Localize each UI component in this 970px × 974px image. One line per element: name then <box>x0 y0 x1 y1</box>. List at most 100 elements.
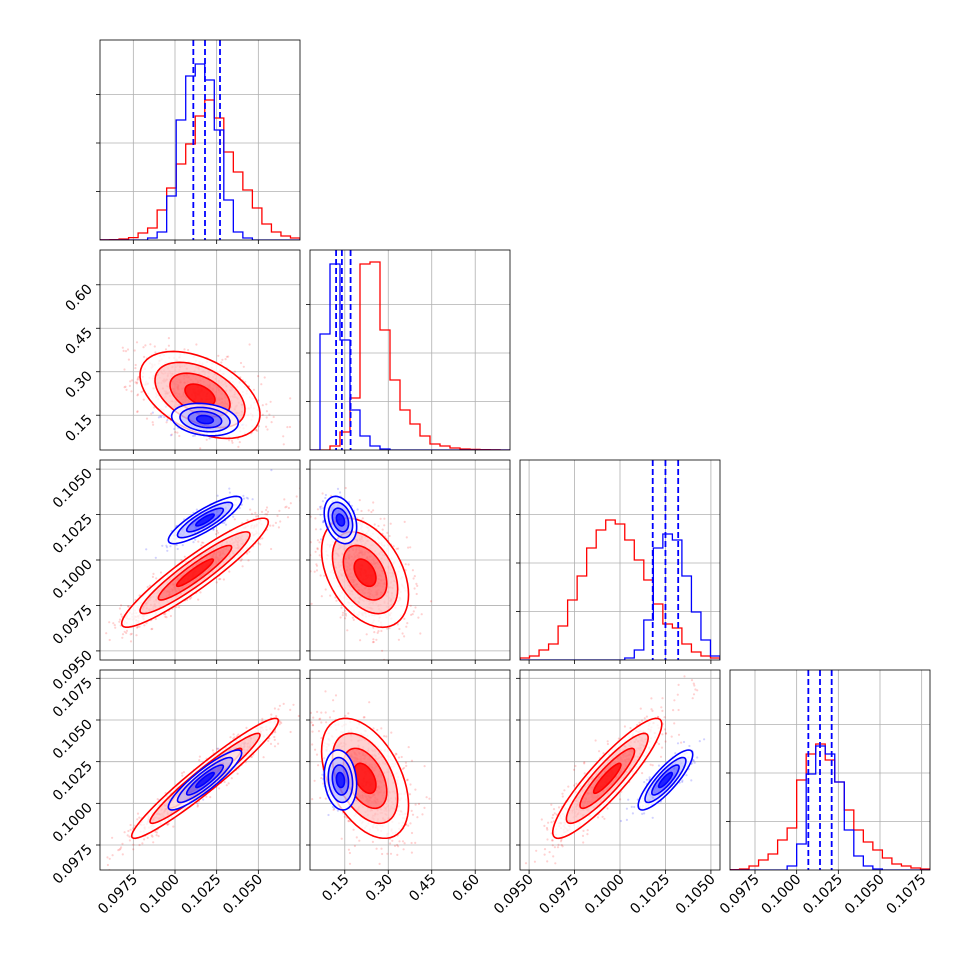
scatter-panel-2-3-red-point <box>414 587 416 589</box>
scatter-panel-1-3-red-point <box>216 581 218 583</box>
scatter-panel-2-3-red-point <box>345 613 347 615</box>
scatter-panel-1-2-red-point <box>183 348 185 350</box>
scatter-panel-1-2-red-point <box>149 343 151 345</box>
scatter-panel-1-3-red-point <box>284 506 286 508</box>
scatter-panel-1-4-red-point <box>181 775 183 777</box>
scatter-panel-1-2-red-point <box>165 348 167 350</box>
scatter-panel-2-3-red-point <box>414 606 416 608</box>
histogram-panel-4-xtick-label-4: 0.1075 <box>884 872 930 918</box>
scatter-panel-2-3-red-point <box>372 638 374 640</box>
scatter-panel-1-2-red-point <box>286 426 288 428</box>
scatter-panel-2-3-red-point <box>375 639 377 641</box>
scatter-panel-1-3-red-point <box>197 599 199 601</box>
scatter-panel-2-3-red-point <box>306 539 308 541</box>
scatter-panel-1-2-red-point <box>122 347 124 349</box>
scatter-panel-1-3-red-point <box>118 621 120 623</box>
scatter-panel-1-2-red-point <box>136 341 138 343</box>
scatter-panel-1-3-red-point <box>200 544 202 546</box>
scatter-panel-1-2-blue-point <box>159 415 161 417</box>
scatter-panel-1-3-blue-point <box>228 488 230 490</box>
scatter-panel-1-2-blue-point <box>173 428 175 430</box>
scatter-panel-2-3-red-point <box>306 571 308 573</box>
scatter-panel-1-4-red-point <box>298 715 300 717</box>
scatter-panel-1-3-red-point <box>128 606 130 608</box>
scatter-panel-2-3-red-point <box>352 617 354 619</box>
scatter-panel-2-3-red-point <box>344 610 346 612</box>
scatter-panel-1-4-red-point <box>228 782 230 784</box>
scatter-panel-2-3-red-point <box>417 617 419 619</box>
scatter-panel-1-4-blue-point <box>202 799 204 801</box>
scatter-panel-1-4-red-point <box>106 856 108 858</box>
scatter-panel-1-3-red-point <box>112 622 114 624</box>
scatter-panel-1-4-red-point <box>292 704 294 706</box>
scatter-panel-1-3-red-point <box>287 516 289 518</box>
scatter-panel-2-3-red-point <box>346 629 348 631</box>
scatter-panel-1-4-red-point <box>237 773 239 775</box>
scatter-panel-1-4-red-point <box>137 813 139 815</box>
scatter-panel-1-2-red-point <box>271 421 273 423</box>
scatter-panel-1-2-red-point <box>227 356 229 358</box>
scatter-panel-1-4-red-point <box>245 727 247 729</box>
scatter-panel-1-2-ytick-label-0: 0.15 <box>62 412 95 445</box>
scatter-panel-1-3-red-point <box>119 607 121 609</box>
scatter-panel-2-3-red-point <box>314 571 316 573</box>
scatter-panel-1-4-red-point <box>112 854 114 856</box>
scatter-panel-1-4-red-point <box>218 787 220 789</box>
scatter-panel-2-3-red-point <box>315 551 317 553</box>
scatter-panel-2-3-red-point <box>322 492 324 494</box>
scatter-panel-2-3-blue-point <box>322 500 324 502</box>
scatter-panel-1-4-red-point <box>109 858 111 860</box>
scatter-panel-1-2-red-point <box>199 447 201 449</box>
scatter-panel-2-3-red-point <box>402 632 404 634</box>
histogram-panel-4-xtick-label-0: 0.0975 <box>717 872 763 918</box>
scatter-panel-1-2-red-point <box>123 368 125 370</box>
scatter-panel-1-4-red-point <box>197 804 199 806</box>
scatter-panel-1-2-red-point <box>256 430 258 432</box>
scatter-panel-1-3-red-point <box>219 578 221 580</box>
scatter-panel-1-2-red-point <box>282 435 284 437</box>
scatter-panel-1-2-red-point <box>131 379 133 381</box>
scatter-panel-2-3-red-point <box>410 605 412 607</box>
scatter-panel-2-3-red-point <box>419 632 421 634</box>
scatter-panel-1-4-red-point <box>122 853 124 855</box>
scatter-panel-1-4-red-point <box>263 756 265 758</box>
scatter-panel-1-4-red-point <box>274 739 276 741</box>
scatter-panel-1-3-blue-point <box>192 541 194 543</box>
scatter-panel-2-3-red-point <box>377 632 379 634</box>
scatter-panel-2-3-red-point <box>380 630 382 632</box>
scatter-panel-1-2-red-point <box>187 349 189 351</box>
scatter-panel-1-2-red-point <box>270 401 272 403</box>
scatter-panel-1-4-red-point <box>97 859 99 861</box>
scatter-panel-1-4-red-point <box>289 709 291 711</box>
scatter-panel-2-3-red-point <box>380 518 382 520</box>
scatter-panel-1-3-red-point <box>272 525 274 527</box>
scatter-panel-1-2-red-point <box>136 411 138 413</box>
scatter-panel-1-4-red-point <box>72 894 74 896</box>
scatter-panel-2-3-red-point <box>414 575 416 577</box>
scatter-panel-1-2-red-point <box>220 361 222 363</box>
scatter-panel-1-2-red-point <box>264 376 266 378</box>
scatter-panel-1-3-red-point <box>240 560 242 562</box>
scatter-panel-1-3-red-point <box>120 613 122 615</box>
scatter-panel-2-3-red-point <box>317 548 319 550</box>
scatter-panel-2-3-red-point <box>340 616 342 618</box>
scatter-panel-2-3-red-point <box>325 588 327 590</box>
scatter-panel-1-3-red-point <box>201 542 203 544</box>
scatter-panel-2-3-red-point <box>398 639 400 641</box>
scatter-panel-1-4-red-point <box>138 844 140 846</box>
scatter-panel-2-3-red-point <box>304 522 306 524</box>
scatter-panel-1-2-red-point <box>228 439 230 441</box>
scatter-panel-2-3-red-point <box>409 546 411 548</box>
scatter-panel-1-4-red-point <box>290 731 292 733</box>
scatter-panel-1-3-red-point <box>246 519 248 521</box>
scatter-panel-1-4-red-point <box>274 731 276 733</box>
scatter-panel-1-3-red-point <box>155 577 157 579</box>
scatter-panel-1-3-red-point <box>137 626 139 628</box>
scatter-panel-1-4-red-point <box>231 777 233 779</box>
scatter-panel-2-3-red-point <box>373 631 375 633</box>
scatter-panel-1-3-red-point <box>248 551 250 553</box>
scatter-panel-2-3-red-point <box>306 519 308 521</box>
scatter-panel-2-3-red-point <box>345 487 347 489</box>
